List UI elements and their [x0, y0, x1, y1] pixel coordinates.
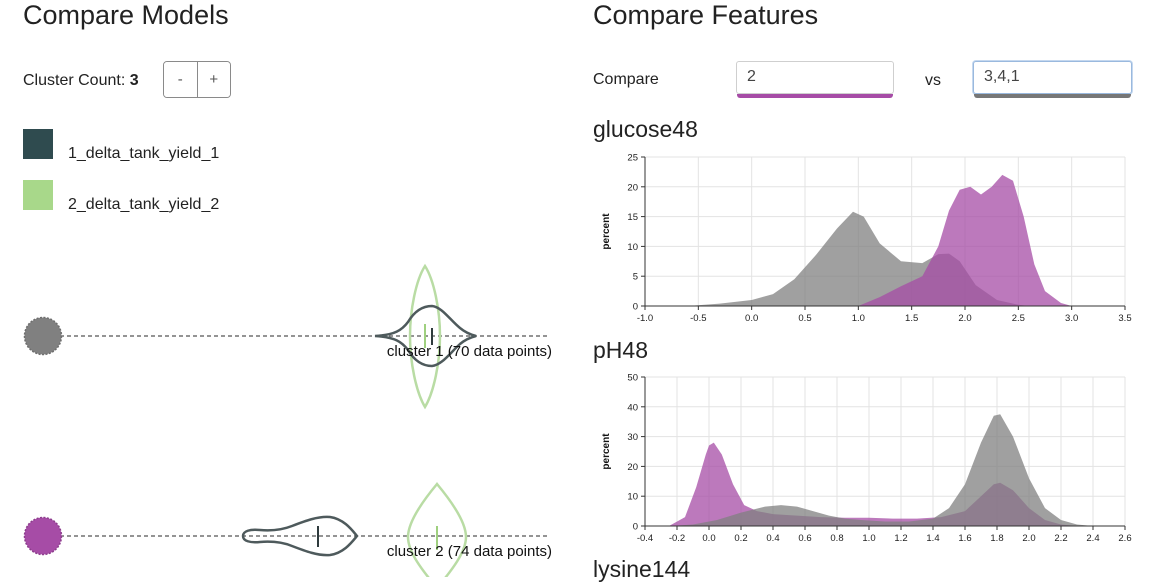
glucose48-y-tick-label: 5: [633, 272, 638, 283]
legend-swatch-model-2: [23, 180, 53, 210]
ph48-y-tick-label: 40: [627, 402, 638, 413]
ph48-x-tick-label: -0.4: [637, 533, 653, 544]
ph48-y-tick-label: 20: [627, 462, 638, 473]
legend-label-model-1: 1_delta_tank_yield_1: [68, 145, 220, 162]
glucose48-x-tick-label: 3.5: [1118, 313, 1131, 324]
ph48-x-tick-label: 2.4: [1086, 533, 1099, 544]
glucose48-y-tick-label: 20: [627, 182, 638, 193]
ph48-y-tick-label: 30: [627, 432, 638, 443]
chart-title-lysine144: lysine144: [593, 556, 691, 582]
compare-input-b[interactable]: [973, 61, 1132, 94]
cluster-2-dot: [23, 516, 63, 556]
glucose48-x-tick-label: 0.5: [798, 313, 811, 324]
chart-title-glucose48: glucose48: [593, 116, 698, 142]
glucose48-y-tick-label: 0: [633, 302, 638, 313]
ph48-y-tick-label: 50: [627, 373, 638, 384]
ph48-x-tick-label: 2.2: [1054, 533, 1067, 544]
glucose48-x-tick-label: 1.0: [852, 313, 865, 324]
ph48-x-tick-label: 0.6: [798, 533, 811, 544]
compare-models-title: Compare Models: [23, 0, 229, 30]
legend-label-model-2: 2_delta_tank_yield_2: [68, 196, 220, 213]
ph48-x-tick-label: 1.4: [926, 533, 939, 544]
cluster-violin-plot: cluster 1 (70 data points) cluster 2 (74…: [23, 263, 552, 577]
glucose48-x-tick-label: 1.5: [905, 313, 918, 324]
ph48-y-tick-label: 10: [627, 492, 638, 503]
compare-features-title: Compare Features: [593, 0, 819, 30]
ph48-density-compare-b: [669, 414, 1093, 526]
compare-input-b-underline: [974, 94, 1131, 98]
ph48-x-tick-label: 0.4: [766, 533, 779, 544]
chart-title-ph48: pH48: [593, 337, 648, 363]
ph48-x-tick-label: 1.0: [862, 533, 875, 544]
vs-label: vs: [925, 72, 941, 89]
compare-input-a[interactable]: [736, 61, 894, 94]
ph48-y-axis-label: percent: [601, 433, 612, 470]
ph48-y-tick-label: 0: [633, 522, 638, 533]
ph48-x-tick-label: 2.6: [1118, 533, 1131, 544]
cluster-2-label: cluster 2 (74 data points): [387, 543, 552, 560]
cluster-1-label: cluster 1 (70 data points): [387, 343, 552, 360]
ph48-density-chart: -0.4 -0.2 0.0 0.2 0.4 0.6 0.8 1.0 1.2 1.4 1.6 1.8 2.…: [601, 373, 1132, 545]
cluster-count-label: Cluster Count: 3: [23, 72, 139, 89]
glucose48-y-tick-label: 15: [627, 212, 638, 223]
ph48-x-tick-label: 1.6: [958, 533, 971, 544]
glucose48-x-tick-label: 2.5: [1012, 313, 1025, 324]
increment-button[interactable]: +: [196, 62, 230, 97]
glucose48-density-compare-a: [858, 174, 1072, 306]
cluster-1-dot: [23, 316, 63, 356]
ph48-x-tick-label: 0.8: [830, 533, 843, 544]
glucose48-x-tick-label: 2.0: [958, 313, 971, 324]
cluster-count-value: 3: [129, 72, 139, 89]
ph48-x-tick-label: 0.0: [702, 533, 715, 544]
glucose48-x-tick-label: 0.0: [745, 313, 758, 324]
cluster-1-model-2-violin: [408, 263, 442, 410]
compare-label: Compare: [593, 71, 659, 88]
legend-swatch-model-1: [23, 129, 53, 159]
glucose48-x-tick-label: -0.5: [690, 313, 706, 324]
ph48-x-tick-label: 0.2: [734, 533, 747, 544]
ph48-x-tick-label: 2.0: [1022, 533, 1035, 544]
glucose48-y-tick-label: 25: [627, 153, 638, 164]
ph48-x-tick-label: 1.8: [990, 533, 1003, 544]
ph48-x-tick-label: -0.2: [669, 533, 685, 544]
glucose48-y-tick-label: 10: [627, 242, 638, 253]
glucose48-y-axis-label: percent: [601, 213, 612, 250]
cluster-1-model-1-violin: [374, 304, 477, 368]
decrement-button[interactable]: -: [164, 62, 197, 97]
glucose48-x-tick-label: 3.0: [1065, 313, 1078, 324]
cluster-2-model-2-violin: [406, 482, 468, 577]
cluster-count-stepper[interactable]: - +: [163, 61, 231, 98]
compare-input-a-underline: [737, 94, 893, 98]
glucose48-x-tick-label: -1.0: [637, 313, 653, 324]
ph48-x-tick-label: 1.2: [894, 533, 907, 544]
glucose48-density-chart: -1.0 -0.5 0.0 0.5 1.0 1.5 2.0 2.5 3.0 3.5 0 5 10 15 20…: [601, 153, 1132, 325]
cluster-2-model-1-violin: [241, 515, 359, 557]
